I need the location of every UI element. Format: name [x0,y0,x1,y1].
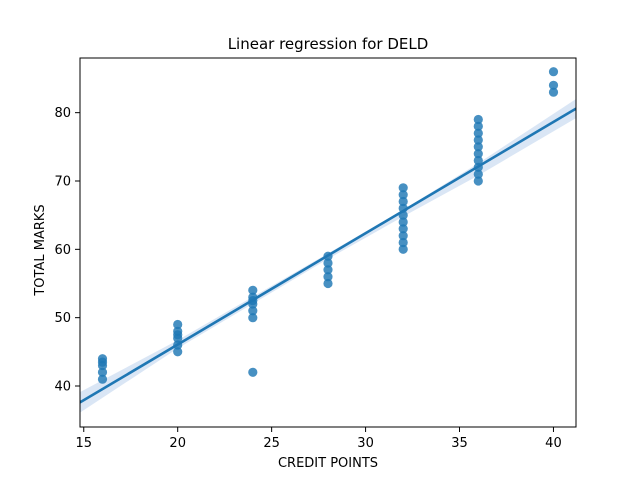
scatter-point [248,306,258,316]
scatter-point [473,114,483,125]
scatter-point [323,272,333,282]
scatter-point [323,278,333,289]
scatter-point [97,367,108,377]
scatter-point [398,244,408,254]
scatter-point [398,237,408,248]
x-tick-label: 20 [169,436,186,451]
plot-area [79,57,577,428]
chart-title: Linear regression for DELD [228,35,429,53]
y-tick-label: 50 [54,311,71,326]
scatter-point [97,374,108,384]
x-tick-label: 35 [451,436,468,451]
x-axis-ticks: 15 20 25 30 35 40 [75,427,562,451]
scatter-point [473,149,483,159]
y-axis-ticks: 40 50 60 70 80 [54,106,80,395]
scatter-point [548,67,559,77]
scatter-point [548,80,559,90]
scatter-point [323,265,333,275]
y-tick-label: 40 [54,380,71,395]
x-tick-label: 30 [357,436,374,451]
scatter-point [548,87,559,97]
scatter-point [398,217,408,227]
x-axis-label: CREDIT POINTS [278,456,378,471]
scatter-point [473,121,483,131]
plot-frame [79,57,577,428]
scatter-point [97,354,108,364]
x-tick-label: 25 [263,436,280,451]
y-tick-label: 60 [54,243,71,258]
scatter-point [248,367,258,377]
scatter-point [473,142,483,152]
scatter-point [473,169,483,179]
y-axis-label: TOTAL MARKS [33,204,48,296]
scatter-point [248,285,258,295]
scatter-point [398,231,408,241]
scatter-point [398,196,408,207]
x-tick-label: 15 [75,436,92,451]
scatter-point [473,176,483,186]
scatter-point [323,258,333,268]
scatter-point [473,135,483,145]
scatter-point [173,347,183,357]
plot-content [80,67,576,413]
regression-line [80,107,576,404]
scatter-point [248,313,258,323]
x-tick-label: 40 [545,436,562,451]
scatter-point [173,319,183,330]
scatter-point [398,224,408,234]
y-tick-label: 80 [54,106,71,121]
scatter-point [473,155,483,166]
scatter-point [398,190,408,200]
scatter-point [473,128,483,138]
scatter-point [398,183,408,193]
scatter-point [173,326,183,336]
y-tick-label: 70 [54,175,71,190]
